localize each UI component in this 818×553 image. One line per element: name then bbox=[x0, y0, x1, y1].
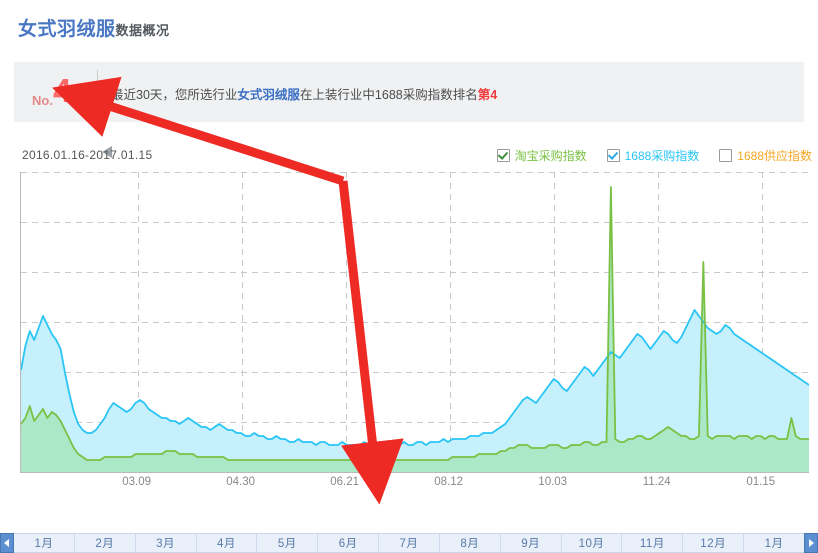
rank-text-before: 最近30天，您所选行业 bbox=[111, 88, 238, 102]
rank-text-middle: 在上装行业中1688采购指数排名 bbox=[299, 88, 478, 102]
legend-label-1688-purchase: 1688采购指数 bbox=[624, 149, 700, 163]
month-tab-6[interactable]: 6月 bbox=[318, 534, 380, 552]
page-title-keyword: 女式羽绒服 bbox=[18, 19, 116, 40]
legend-checkbox-taobao[interactable] bbox=[496, 149, 510, 162]
legend-label-taobao: 淘宝采购指数 bbox=[514, 149, 587, 163]
chart-svg bbox=[21, 172, 809, 472]
rank-text-highlight: 第4 bbox=[477, 88, 498, 102]
chart-legend: 淘宝采购指数 1688采购指数 1688供应指数 bbox=[496, 147, 812, 164]
month-tab-bar: 1月 2月 3月 4月 5月 6月 7月 8月 9月 10月 11月 12月 1月 bbox=[0, 533, 818, 553]
month-tab-8[interactable]: 8月 bbox=[440, 534, 501, 552]
legend-checkbox-1688-supply[interactable] bbox=[719, 149, 733, 162]
month-tab-7[interactable]: 7月 bbox=[379, 534, 440, 552]
rank-number-block: No.4 bbox=[32, 72, 71, 109]
legend-checkbox-1688-purchase[interactable] bbox=[606, 149, 620, 162]
month-tab-13[interactable]: 1月 bbox=[764, 538, 784, 550]
month-tab-4[interactable]: 4月 bbox=[197, 534, 258, 552]
x-tick-label: 03.09 bbox=[122, 476, 151, 488]
month-tab-1[interactable]: 1月 bbox=[14, 534, 75, 552]
rank-description: 最近30天，您所选行业女式羽绒服在上装行业中1688采购指数排名第4 bbox=[111, 84, 497, 103]
chart-date-range: 2016.01.16-2017.01.15 bbox=[22, 148, 153, 162]
rank-value: 4 bbox=[52, 72, 71, 109]
page-title: 女式羽绒服数据概况 bbox=[18, 14, 170, 41]
x-tick-label: 06.21 bbox=[330, 476, 360, 488]
x-tick-label: 11.24 bbox=[642, 476, 671, 488]
rank-label: No. bbox=[32, 93, 53, 108]
x-tick-label: 10.03 bbox=[538, 476, 568, 488]
legend-label-1688-supply: 1688供应指数 bbox=[737, 149, 812, 163]
month-tab-12[interactable]: 12月 bbox=[683, 534, 745, 552]
chart-x-axis-labels: 03.09 04.30 06.21 08.12 10.03 11.24 01.15 bbox=[20, 476, 809, 494]
rank-text-keyword: 女式羽绒服 bbox=[237, 88, 300, 102]
x-tick-label: 08.12 bbox=[434, 476, 464, 488]
month-tab-2[interactable]: 2月 bbox=[75, 534, 136, 552]
rank-banner: No.4 最近30天，您所选行业女式羽绒服在上装行业中1688采购指数排名第4 bbox=[14, 62, 804, 158]
chart-plot-area bbox=[20, 172, 809, 473]
x-tick-label: 01.15 bbox=[746, 476, 776, 488]
month-tab-11[interactable]: 11月 bbox=[622, 534, 684, 552]
page-title-suffix: 数据概况 bbox=[115, 23, 170, 38]
month-tab-10[interactable]: 10月 bbox=[562, 534, 623, 552]
month-tab-3[interactable]: 3月 bbox=[136, 534, 197, 552]
chart-panel: 2016.01.16-2017.01.15 淘宝采购指数 1688采购指数 16… bbox=[0, 130, 818, 530]
x-tick-label: 04.30 bbox=[226, 476, 256, 488]
month-prev-button[interactable] bbox=[0, 533, 14, 553]
month-tab-list: 1月 2月 3月 4月 5月 6月 7月 8月 9月 10月 11月 12月 1月 bbox=[14, 533, 804, 553]
legend-item-1688-purchase[interactable]: 1688采购指数 bbox=[606, 147, 700, 164]
legend-item-1688-supply[interactable]: 1688供应指数 bbox=[719, 147, 812, 164]
rank-divider bbox=[97, 70, 98, 114]
legend-item-taobao[interactable]: 淘宝采购指数 bbox=[496, 147, 587, 164]
month-tab-9[interactable]: 9月 bbox=[501, 534, 562, 552]
month-next-button[interactable] bbox=[804, 533, 818, 553]
month-tab-5[interactable]: 5月 bbox=[257, 534, 319, 552]
